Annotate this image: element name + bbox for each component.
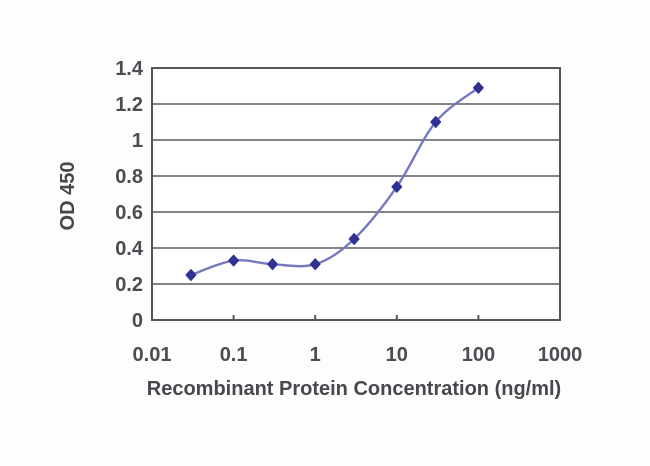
data-point-marker [348,233,360,245]
y-tick-label: 1.4 [115,58,144,80]
data-point-marker [228,254,240,267]
plot-area [152,68,560,320]
x-tick-label: 0.01 [133,344,172,366]
x-tick-label: 10 [386,344,408,366]
tick-labels: 0 0.2 0.4 0.6 0.8 1 1.2 1.4 0.01 0.1 1 10 100 1000 [115,58,582,366]
y-tick-label: 0.8 [115,166,143,188]
data-point-marker [430,116,442,128]
y-tick-label: 0.2 [115,274,143,296]
gridlines [152,67,560,321]
x-tick-label: 0.1 [220,344,248,366]
data-series [185,81,484,281]
y-tick-label: 0.4 [115,238,144,260]
data-point-marker [309,258,321,271]
x-tick-label: 1000 [538,344,583,366]
y-tick-label: 1.2 [115,94,143,116]
x-axis-title: Recombinant Protein Concentration (ng/ml… [147,378,561,400]
data-point-marker [267,258,279,271]
plot-frame [151,67,561,321]
x-tick-label: 1 [310,344,321,366]
plot-border [151,67,561,321]
y-tick-label: 0 [132,310,143,332]
data-point-marker [391,180,403,193]
x-tick-label: 100 [462,344,495,366]
data-point-marker [472,81,484,94]
y-axis-title: OD 450 [57,162,79,231]
y-tick-label: 1 [132,130,143,152]
data-point-marker [185,269,197,281]
y-tick-label: 0.6 [115,202,143,224]
axis-ticks [232,315,480,320]
